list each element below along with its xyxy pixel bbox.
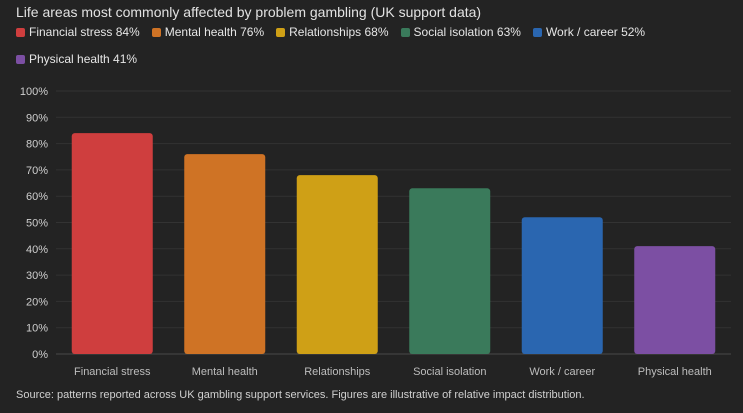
source-note: Source: patterns reported across UK gamb… <box>16 389 585 401</box>
legend-item-financial-stress: Financial stress 84% <box>16 24 140 40</box>
y-tick-label: 40% <box>26 244 48 256</box>
legend-label: Social isolation 63% <box>413 25 521 39</box>
x-tick-label: Mental health <box>192 366 258 378</box>
y-tick-label: 30% <box>26 270 48 282</box>
y-tick-label: 100% <box>20 86 48 98</box>
bar-relationships <box>296 175 378 354</box>
bar-mental-health <box>184 154 266 354</box>
legend-item-relationships: Relationships 68% <box>276 24 389 40</box>
legend-swatch <box>151 27 161 37</box>
y-tick-label: 70% <box>26 165 48 177</box>
x-tick-label: Work / career <box>529 366 595 378</box>
legend-swatch <box>532 27 542 37</box>
y-tick-label: 50% <box>26 218 48 230</box>
legend-swatch <box>400 27 410 37</box>
x-tick-label: Physical health <box>638 366 712 378</box>
legend-item-social-isolation: Social isolation 63% <box>400 24 521 40</box>
legend-label: Financial stress 84% <box>29 25 140 39</box>
x-tick-label: Relationships <box>304 366 371 378</box>
chart-title: Life areas most commonly affected by pro… <box>16 4 482 20</box>
bar-work-career <box>521 217 603 354</box>
legend-swatch <box>16 54 25 64</box>
legend-swatch <box>16 27 25 37</box>
x-tick-label: Financial stress <box>74 366 151 378</box>
y-tick-label: 90% <box>26 112 48 124</box>
y-tick-label: 20% <box>26 296 48 308</box>
bar-social-isolation <box>409 188 491 354</box>
bar-physical-health <box>634 246 716 354</box>
legend-label: Relationships 68% <box>289 25 389 39</box>
legend-label: Physical health 41% <box>29 52 138 66</box>
legend-label: Mental health 76% <box>164 25 265 39</box>
legend-label: Work / career 52% <box>545 25 646 39</box>
x-tick-label: Social isolation <box>413 366 486 378</box>
y-tick-label: 80% <box>26 139 48 151</box>
y-tick-label: 60% <box>26 191 48 203</box>
legend-item-physical-health: Physical health 41% <box>16 51 137 67</box>
y-tick-label: 10% <box>26 323 48 335</box>
legend-swatch <box>276 27 286 37</box>
legend-item-mental-health: Mental health 76% <box>151 24 265 40</box>
bar-financial-stress <box>71 133 153 354</box>
legend-item-work-career: Work / career 52% <box>532 24 646 40</box>
y-tick-label: 0% <box>32 349 48 361</box>
chart-legend: Financial stress 84% Mental health 76% R… <box>16 24 716 67</box>
